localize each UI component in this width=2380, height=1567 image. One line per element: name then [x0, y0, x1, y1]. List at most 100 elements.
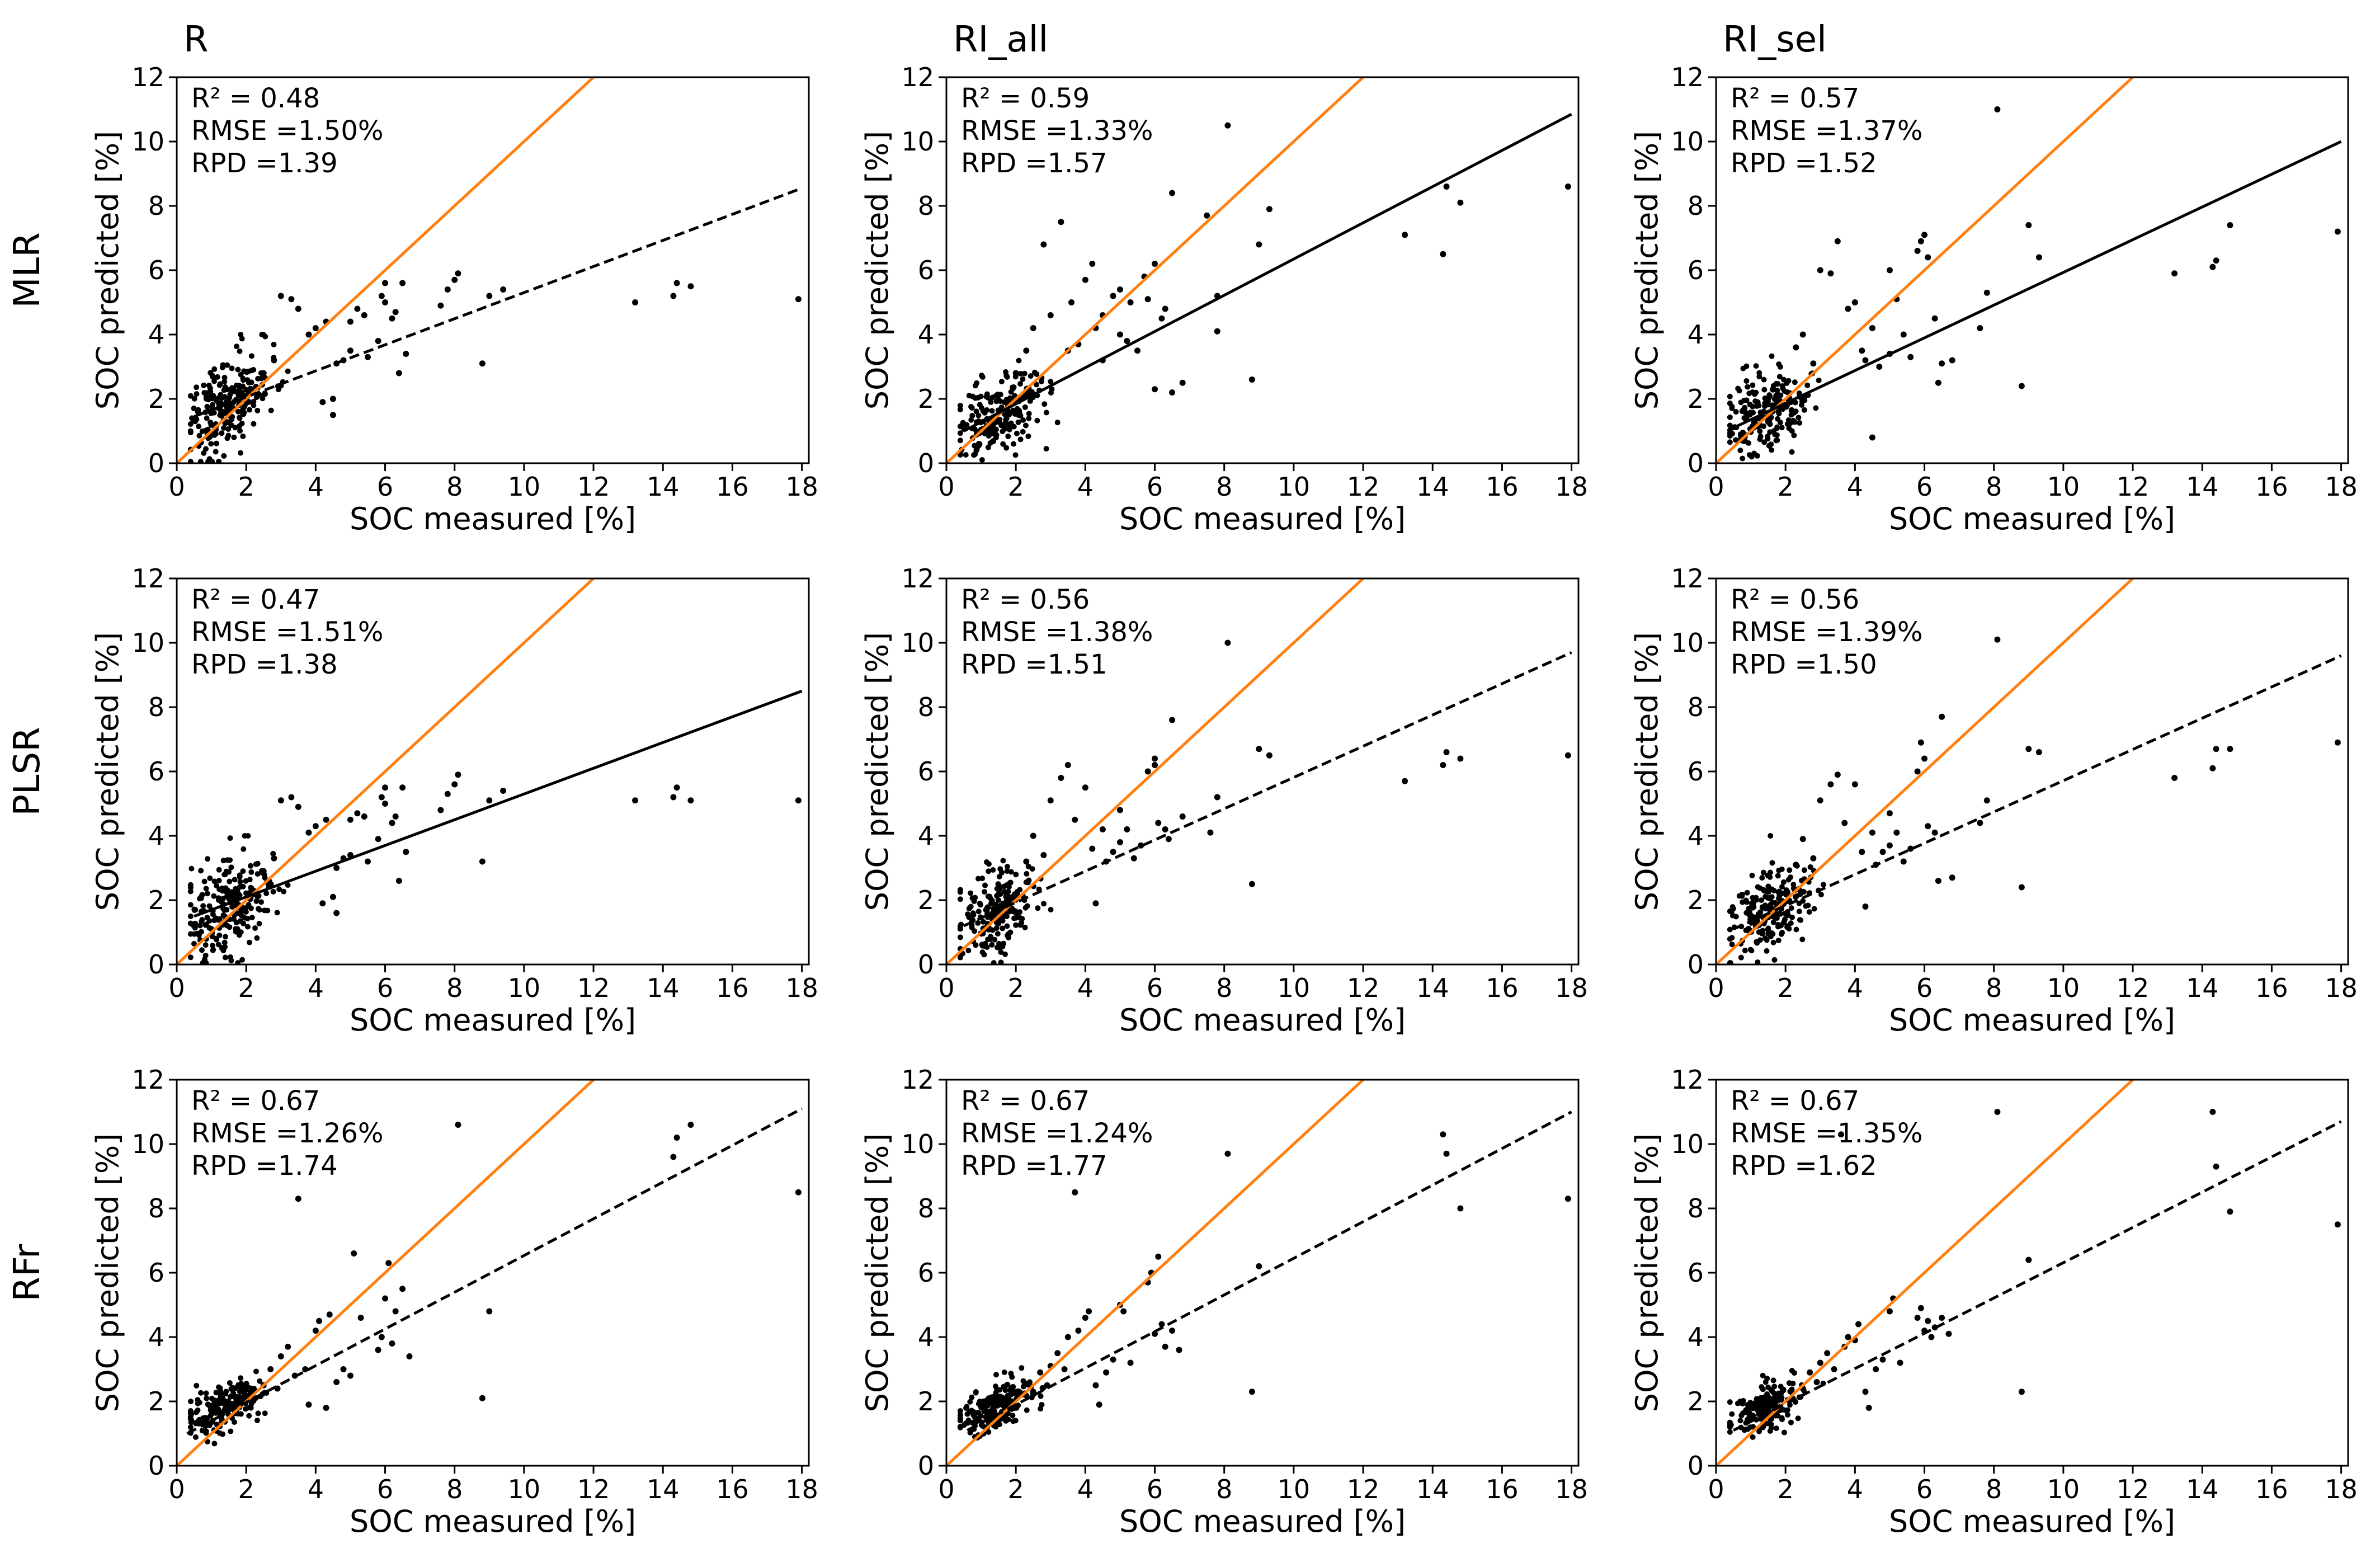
- data-point: [347, 816, 354, 823]
- data-point: [399, 1286, 406, 1292]
- data-point: [237, 874, 243, 880]
- data-point: [333, 865, 340, 871]
- data-point: [1005, 433, 1011, 439]
- data-point: [1010, 441, 1016, 447]
- data-point: [1736, 388, 1742, 394]
- data-point: [1096, 1401, 1102, 1408]
- data-point: [992, 1409, 998, 1415]
- data-point: [1727, 414, 1733, 420]
- data-point: [957, 402, 963, 408]
- x-axis-label: SOC measured [%]: [1889, 501, 2175, 537]
- data-point: [258, 899, 265, 905]
- data-point: [1760, 1397, 1766, 1404]
- data-point: [1797, 420, 1803, 426]
- data-point: [982, 882, 988, 888]
- x-tick-label: 4: [308, 1474, 324, 1504]
- data-point: [985, 904, 991, 910]
- data-point: [970, 912, 977, 918]
- x-tick-label: 12: [577, 973, 610, 1003]
- data-point: [260, 396, 266, 402]
- data-point: [1762, 935, 1769, 942]
- x-tick-label: 8: [1986, 472, 2002, 502]
- stat-annotation: RMSE =1.38%: [961, 617, 1153, 648]
- data-point: [389, 315, 395, 322]
- data-point: [1443, 183, 1450, 190]
- data-point: [228, 895, 234, 901]
- y-tick-label: 6: [148, 255, 164, 285]
- data-point: [673, 1135, 680, 1141]
- y-tick-label: 0: [1688, 448, 1704, 478]
- data-point: [1037, 1369, 1044, 1376]
- data-point: [1792, 379, 1798, 385]
- data-point: [216, 458, 222, 463]
- data-point: [231, 388, 237, 394]
- data-point: [1818, 892, 1824, 898]
- data-point: [1746, 452, 1752, 458]
- data-point: [978, 404, 984, 411]
- data-point: [2213, 257, 2219, 264]
- data-point: [389, 820, 395, 826]
- data-point: [1727, 393, 1733, 399]
- data-point: [1824, 1350, 1831, 1357]
- data-point: [1110, 293, 1116, 299]
- data-point: [1072, 1189, 1078, 1196]
- data-point: [1002, 1387, 1008, 1393]
- data-point: [1786, 419, 1792, 425]
- data-point: [1727, 926, 1733, 933]
- data-point: [232, 877, 238, 883]
- data-point: [187, 459, 194, 463]
- data-point: [1010, 1413, 1016, 1419]
- data-point: [1764, 948, 1770, 954]
- data-point: [196, 432, 202, 439]
- data-point: [209, 1409, 215, 1415]
- data-point: [199, 429, 205, 435]
- data-point: [1023, 858, 1030, 865]
- y-tick-label: 0: [148, 448, 164, 478]
- data-point: [965, 948, 972, 954]
- data-point: [221, 379, 228, 385]
- data-point: [194, 1382, 200, 1389]
- data-point: [980, 1423, 986, 1429]
- x-tick-label: 10: [508, 973, 541, 1003]
- data-point: [214, 440, 220, 446]
- data-point: [2018, 884, 2025, 891]
- data-point: [1009, 1374, 1015, 1380]
- y-tick-label: 2: [148, 384, 164, 414]
- x-tick-label: 14: [2186, 1474, 2219, 1504]
- data-point: [378, 794, 385, 801]
- data-point: [1886, 810, 1893, 817]
- data-point: [224, 890, 230, 896]
- data-point: [240, 433, 246, 439]
- data-point: [1876, 364, 1883, 370]
- x-axis-label: SOC measured [%]: [1119, 501, 1406, 537]
- data-point: [977, 901, 983, 907]
- data-point: [1744, 890, 1750, 896]
- data-point: [194, 391, 200, 397]
- data-point: [253, 1368, 259, 1375]
- data-point: [975, 909, 982, 915]
- data-point: [1138, 842, 1144, 849]
- data-point: [2209, 263, 2216, 270]
- data-point: [1743, 378, 1750, 384]
- data-point: [254, 1417, 260, 1423]
- data-point: [224, 857, 230, 863]
- data-point: [1048, 906, 1054, 912]
- x-tick-label: 4: [1077, 1474, 1094, 1504]
- one-to-one-line: [1716, 578, 2134, 964]
- x-tick-label: 18: [2325, 973, 2358, 1003]
- data-point: [1012, 452, 1019, 458]
- x-tick-label: 18: [1555, 472, 1588, 502]
- x-tick-label: 2: [1778, 973, 1794, 1003]
- one-to-one-line: [177, 578, 595, 964]
- data-point: [251, 1385, 257, 1391]
- x-tick-label: 18: [1555, 1474, 1588, 1504]
- data-point: [1754, 403, 1760, 409]
- x-tick-label: 12: [2117, 472, 2150, 502]
- data-point: [1747, 410, 1754, 416]
- data-point: [200, 960, 206, 964]
- data-point: [1816, 377, 1822, 383]
- data-point: [1739, 891, 1745, 897]
- data-point: [1155, 820, 1162, 826]
- x-tick-label: 14: [647, 1474, 680, 1504]
